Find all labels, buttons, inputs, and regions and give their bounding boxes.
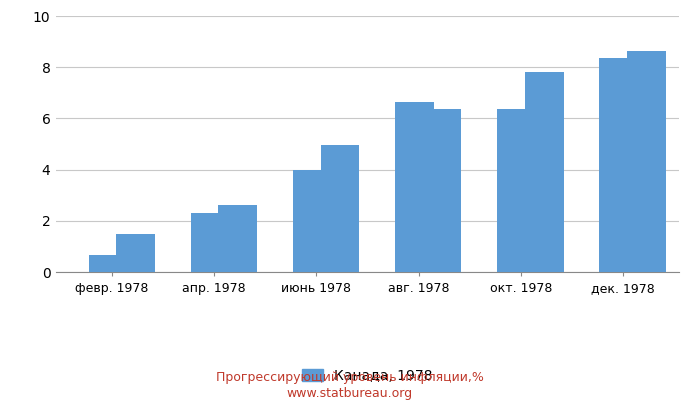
Bar: [395, 102, 434, 272]
Bar: [599, 58, 638, 272]
Bar: [497, 110, 536, 272]
Legend: Канада, 1978: Канада, 1978: [302, 369, 433, 383]
Text: www.statbureau.org: www.statbureau.org: [287, 388, 413, 400]
Bar: [191, 213, 230, 272]
Bar: [116, 234, 155, 272]
Bar: [627, 50, 666, 272]
Bar: [423, 110, 461, 272]
Bar: [218, 206, 257, 272]
Bar: [321, 145, 359, 272]
Text: Прогрессирующий уровень инфляции,%: Прогрессирующий уровень инфляции,%: [216, 372, 484, 384]
Bar: [525, 72, 564, 272]
Bar: [89, 255, 127, 272]
Bar: [293, 170, 332, 272]
